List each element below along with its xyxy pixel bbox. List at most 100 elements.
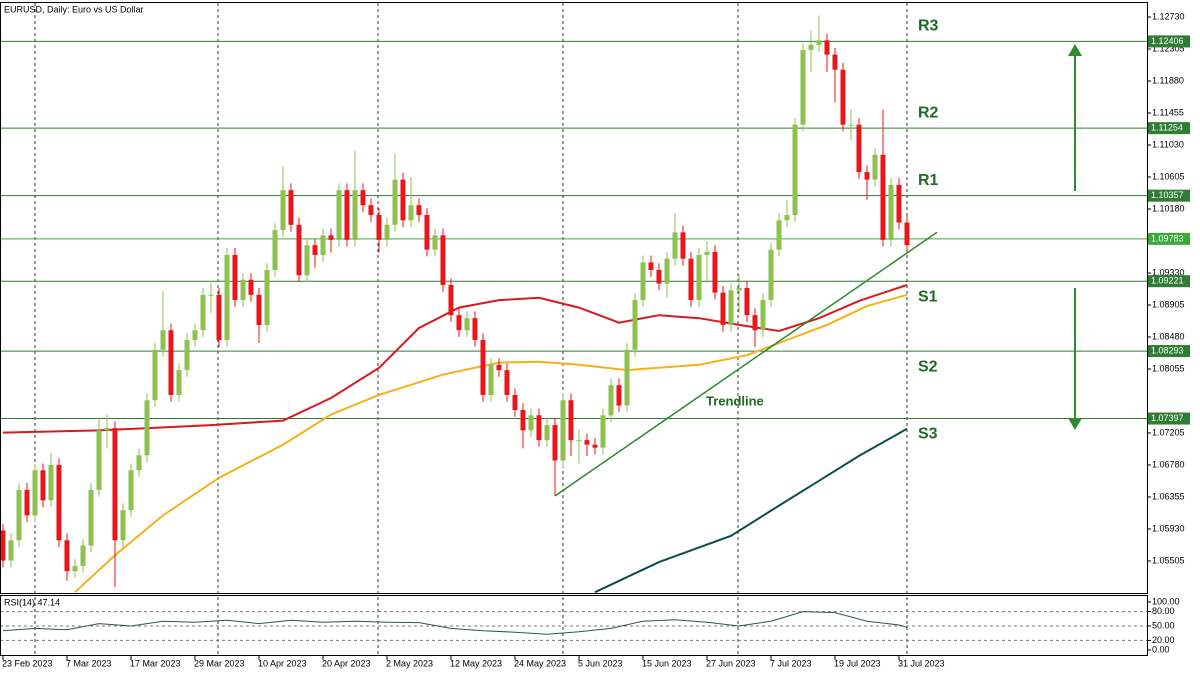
current-price-label: 1.09783 — [1151, 233, 1184, 243]
x-tick-label: 29 Mar 2023 — [194, 658, 245, 668]
candle-body — [176, 370, 182, 395]
rsi-tick-label: 80.00 — [1152, 606, 1175, 616]
trendline-label: Trendline — [706, 393, 764, 408]
candle-body — [344, 190, 350, 240]
candle-body — [104, 428, 110, 431]
arrow-head — [1068, 44, 1082, 56]
candle-body — [544, 425, 550, 441]
candle-body — [808, 44, 814, 51]
candle-body — [304, 245, 310, 276]
candle-body — [880, 154, 886, 240]
rsi-tick-label: 50.00 — [1152, 620, 1175, 630]
level-price-box — [1148, 275, 1190, 288]
level-price-label: 1.07397 — [1151, 413, 1184, 423]
level-price-label: 1.12406 — [1151, 36, 1184, 46]
candle-body — [264, 269, 270, 325]
candle-body — [560, 400, 566, 461]
candle-body — [440, 235, 446, 286]
candle-body — [904, 222, 910, 246]
candle-body — [800, 50, 806, 125]
candle-body — [568, 400, 574, 441]
y-tick-label: 1.08480 — [1152, 331, 1185, 341]
candle-body — [48, 464, 54, 501]
candle-body — [352, 190, 358, 240]
candle-body — [520, 410, 526, 431]
x-tick-label: 20 Apr 2023 — [322, 658, 371, 668]
y-tick-label: 1.06355 — [1152, 491, 1185, 501]
x-tick-label: 15 Jun 2023 — [642, 658, 692, 668]
rsi-label: RSI(14) 47.14 — [4, 597, 60, 607]
candle-body — [672, 232, 678, 259]
candle-body — [224, 254, 230, 341]
candle-body — [816, 40, 822, 45]
candle-body — [0, 530, 6, 561]
candle-body — [864, 172, 870, 180]
candle-body — [336, 190, 342, 240]
candle-body — [24, 489, 30, 516]
candle-body — [200, 294, 206, 331]
candle-body — [280, 190, 286, 231]
candle-body — [248, 279, 254, 295]
x-tick-label: 23 Feb 2023 — [2, 658, 53, 668]
candle-body — [536, 415, 542, 441]
candle-body — [664, 258, 670, 284]
candle-body — [368, 205, 374, 216]
y-tick-label: 1.09330 — [1152, 267, 1185, 277]
candle-body — [56, 464, 62, 541]
y-tick-label: 1.05505 — [1152, 555, 1185, 565]
y-tick-label: 1.12730 — [1152, 11, 1185, 21]
candle-body — [584, 440, 590, 445]
y-tick-label: 1.11030 — [1152, 139, 1184, 149]
candle-body — [144, 400, 150, 456]
candle-body — [88, 489, 94, 546]
candle-body — [40, 470, 46, 501]
level-name: S2 — [918, 358, 938, 375]
candle-body — [64, 540, 70, 572]
candle-body — [896, 184, 902, 223]
y-tick-label: 1.05930 — [1152, 523, 1185, 533]
candle-body — [232, 254, 238, 301]
moving-average — [2, 284, 908, 434]
candle-body — [360, 190, 366, 206]
candle-body — [832, 54, 838, 70]
y-tick-label: 1.06780 — [1152, 459, 1185, 469]
rsi-pane-border — [0, 595, 1148, 656]
candle-body — [592, 444, 598, 448]
candle-body — [848, 124, 854, 126]
y-tick-label: 1.11455 — [1152, 107, 1184, 117]
candle-body — [152, 349, 158, 401]
candle-body — [8, 540, 14, 561]
x-tick-label: 2 May 2023 — [386, 658, 433, 668]
price-pane-border — [0, 2, 1148, 594]
candle-body — [744, 288, 750, 316]
rsi-tick-label: 20.00 — [1152, 635, 1175, 645]
candle-body — [392, 179, 398, 225]
candle-body — [288, 190, 294, 225]
candle-body — [640, 262, 646, 301]
candle-body — [216, 294, 222, 341]
level-price-box — [1148, 35, 1190, 48]
x-tick-label: 24 May 2023 — [514, 658, 566, 668]
candle-body — [32, 470, 38, 516]
candle-body — [296, 224, 302, 276]
candle-body — [504, 370, 510, 395]
candle-body — [184, 340, 190, 371]
rsi-line — [2, 611, 908, 635]
candle-body — [608, 385, 614, 416]
candle-body — [456, 315, 462, 331]
candle-body — [328, 235, 334, 240]
candle-body — [400, 179, 406, 221]
level-name: R2 — [918, 104, 939, 121]
x-tick-label: 31 Jul 2023 — [898, 658, 945, 668]
y-tick-label: 1.10605 — [1152, 171, 1185, 181]
candle-body — [136, 455, 142, 471]
candle-body — [720, 292, 726, 325]
level-price-label: 1.08293 — [1151, 345, 1184, 355]
candle-body — [736, 288, 742, 291]
candle-body — [784, 215, 790, 221]
candle-body — [488, 364, 494, 395]
candle-body — [16, 489, 22, 541]
candle-body — [712, 251, 718, 293]
